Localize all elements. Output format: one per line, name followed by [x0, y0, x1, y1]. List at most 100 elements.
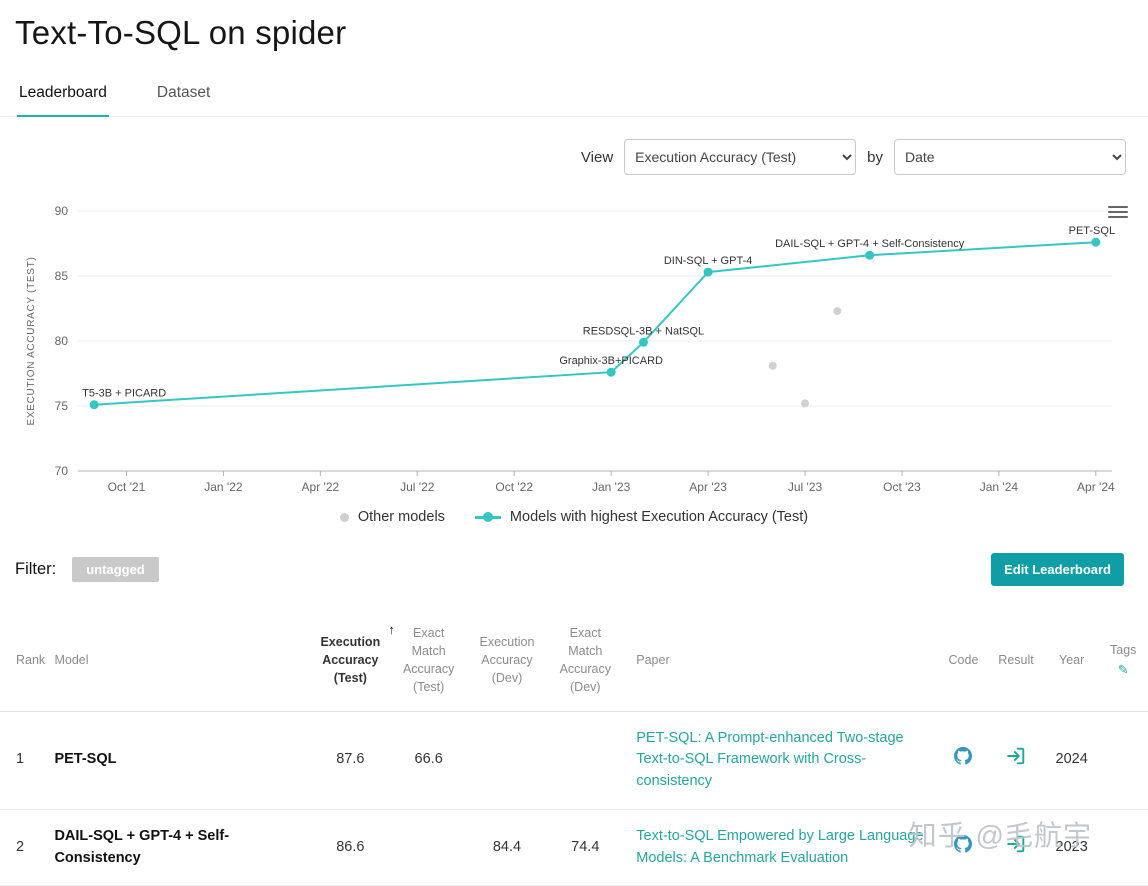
column-label: Paper — [636, 653, 670, 668]
column-header-model[interactable]: Model — [49, 610, 305, 711]
best-model-point[interactable] — [703, 267, 713, 277]
legend-item: Models with highest Execution Accuracy (… — [474, 509, 809, 525]
column-header-match_test[interactable]: Exact Match Accuracy (Test) — [396, 610, 462, 711]
page-title: Text-To-SQL on spider — [15, 14, 347, 51]
best-model-point[interactable] — [606, 367, 616, 377]
best-model-point[interactable] — [638, 337, 648, 347]
x-tick-label: Jan '22 — [204, 480, 243, 494]
column-label: Year — [1059, 653, 1085, 668]
github-icon — [954, 747, 973, 765]
cell-exec_dev: 84.4 — [492, 838, 522, 855]
best-model-point[interactable] — [89, 400, 99, 410]
metric-select[interactable]: Execution Accuracy (Test) — [624, 139, 857, 175]
y-tick-label: 85 — [55, 269, 69, 283]
result-link[interactable] — [1007, 747, 1025, 765]
paper-link[interactable]: Text-to-SQL Empowered by Large Language … — [636, 827, 924, 866]
other-model-point[interactable] — [801, 399, 810, 408]
column-label: Execution Accuracy (Test) — [320, 635, 381, 686]
column-label: Rank — [16, 653, 46, 668]
column-header-result[interactable]: Result — [987, 610, 1045, 711]
cell-exec_test: 87.6 — [336, 751, 365, 768]
column-label: Exact Match Accuracy (Dev) — [559, 626, 611, 695]
leaderboard-table: Rank Model Execution Accuracy (Test) ↑ Exact… — [0, 610, 1148, 886]
column-header-tags[interactable]: Tags ✎ — [1098, 610, 1148, 711]
cell-year: 2023 — [1055, 838, 1088, 855]
best-model-point[interactable] — [1091, 237, 1101, 247]
x-tick-label: Apr '24 — [1077, 480, 1115, 494]
column-header-rank[interactable]: Rank — [0, 610, 49, 711]
edit-leaderboard-button[interactable]: Edit Leaderboard — [991, 553, 1124, 586]
y-tick-label: 80 — [55, 334, 69, 348]
table-header-row: Rank Model Execution Accuracy (Test) ↑ Exact… — [0, 610, 1148, 711]
column-label: Model — [54, 653, 89, 668]
point-label: DIN-SQL + GPT-4 — [664, 255, 753, 267]
cell-match_dev: 74.4 — [571, 838, 600, 855]
best-models-line — [94, 241, 1096, 406]
edit-tags-icon[interactable]: ✎ — [1117, 661, 1129, 677]
y-tick-label: 75 — [55, 399, 69, 413]
filter-row: Filter: untagged Edit Leaderboard — [15, 553, 1124, 586]
x-tick-label: Jan '23 — [592, 480, 631, 494]
column-header-exec_dev[interactable]: Execution Accuracy (Dev) — [462, 610, 553, 711]
cell-model: PET-SQL — [54, 751, 117, 768]
tab-leaderboard[interactable]: Leaderboard — [17, 74, 109, 117]
cell-paper: Text-to-SQL Empowered by Large Language … — [618, 809, 940, 886]
column-label: Exact Match Accuracy (Test) — [402, 626, 455, 695]
chart-menu-icon[interactable] — [1108, 203, 1128, 221]
column-header-exec_test[interactable]: Execution Accuracy (Test) ↑ — [305, 610, 396, 711]
view-label: View — [580, 148, 614, 166]
accuracy-over-time-chart: 70 75 80 85 90 Oct '21 Jan '22 Apr '22 Jul '22 Oc… — [0, 189, 1148, 505]
y-axis-title: EXECUTION ACCURACY (TEST) — [26, 257, 37, 426]
filter-label: Filter: — [15, 560, 57, 578]
cell-code — [940, 809, 987, 886]
point-label: Graphix-3B+PICARD — [559, 355, 663, 367]
line-chart-canvas: 70 75 80 85 90 Oct '21 Jan '22 Apr '22 Jul '22 Oc… — [26, 204, 1115, 494]
paper-link[interactable]: PET-SQL: A Prompt-enhanced Two-stage Tex… — [636, 729, 904, 790]
cell-tags — [1098, 711, 1148, 809]
column-header-paper[interactable]: Paper — [618, 610, 940, 711]
cell-model: DAIL-SQL + GPT-4 + Self-Consistency — [54, 827, 230, 866]
cell-exec_test: 86.6 — [336, 838, 365, 855]
cell-exec_dev — [462, 711, 553, 809]
column-header-code[interactable]: Code — [940, 610, 987, 711]
tab-bar: Leaderboard Dataset — [0, 74, 1148, 117]
legend-label: Models with highest Execution Accuracy (… — [509, 509, 809, 525]
github-icon — [954, 834, 973, 853]
other-model-point[interactable] — [833, 307, 842, 316]
best-model-point[interactable] — [865, 250, 875, 260]
x-tick-label: Oct '23 — [883, 480, 921, 494]
github-code-link[interactable] — [954, 747, 973, 765]
leaderboard-row: 2 DAIL-SQL + GPT-4 + Self-Consistency 86.6… — [0, 809, 1148, 886]
x-tick-label: Oct '21 — [108, 480, 146, 494]
cell-rank: 2 — [16, 838, 25, 855]
x-tick-label: Apr '22 — [302, 480, 340, 494]
result-link[interactable] — [1007, 835, 1025, 853]
leaderboard-row: 1 PET-SQL 87.6 66.6 PET-SQL: A Prompt-enhanc… — [0, 711, 1148, 810]
y-tick-label: 90 — [55, 204, 69, 218]
cell-result — [987, 809, 1045, 886]
tab-dataset[interactable]: Dataset — [156, 84, 211, 101]
column-label: Code — [948, 653, 979, 668]
filter-tag-untagged[interactable]: untagged — [72, 557, 159, 582]
cell-rank: 1 — [16, 751, 25, 768]
group-by-select[interactable]: Date — [894, 139, 1126, 175]
x-tick-label: Oct '22 — [495, 480, 533, 494]
x-tick-label: Apr '23 — [689, 480, 727, 494]
y-tick-label: 70 — [55, 464, 69, 478]
column-header-match_dev[interactable]: Exact Match Accuracy (Dev) — [552, 610, 618, 711]
chart-view-controls: View Execution Accuracy (Test) by Date — [0, 139, 1126, 175]
x-tick-label: Jul '23 — [788, 480, 823, 494]
cell-match_test: 66.6 — [414, 751, 443, 768]
column-header-year[interactable]: Year — [1045, 610, 1099, 711]
github-code-link[interactable] — [954, 834, 973, 853]
cell-match_test — [396, 809, 462, 886]
highest-accuracy-line-swatch — [474, 512, 501, 522]
column-label: Tags — [1110, 642, 1137, 657]
other-model-point[interactable] — [768, 361, 777, 370]
other-models-swatch — [339, 512, 349, 522]
point-label: RESDSQL-3B + NatSQL — [583, 325, 704, 337]
column-label: Result — [998, 653, 1034, 668]
x-tick-label: Jan '24 — [980, 480, 1019, 494]
x-tick-label: Jul '22 — [400, 480, 435, 494]
